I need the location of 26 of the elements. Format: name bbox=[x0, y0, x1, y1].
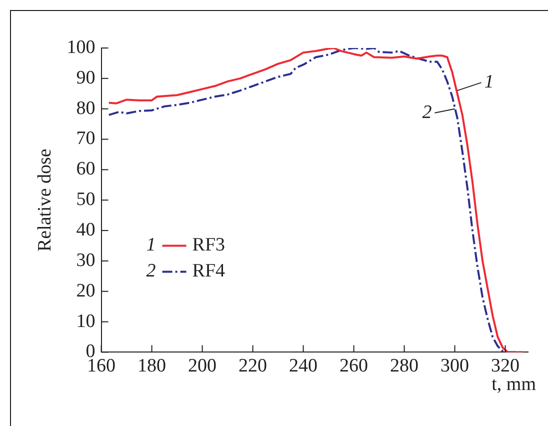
x-tick-label: 240 bbox=[289, 356, 318, 377]
x-tick-label: 220 bbox=[238, 356, 268, 377]
y-tick-label: 90 bbox=[76, 67, 96, 88]
x-axis-title: t, mm bbox=[492, 374, 536, 396]
x-tick-label: 200 bbox=[188, 356, 217, 377]
legend-label: RF4 bbox=[192, 260, 226, 282]
x-tick-label: 260 bbox=[340, 356, 368, 377]
x-tick-label: 300 bbox=[440, 356, 470, 377]
legend-label: RF3 bbox=[192, 234, 226, 256]
y-tick-label: 50 bbox=[76, 189, 96, 210]
text: 1 bbox=[146, 234, 156, 256]
y-tick-label: 10 bbox=[76, 310, 96, 332]
y-tick-label: 70 bbox=[76, 128, 96, 150]
y-tick-label: 60 bbox=[76, 158, 96, 180]
y-tick-label: 20 bbox=[76, 280, 96, 302]
text: 2 bbox=[146, 260, 156, 282]
y-axis-title: Relative dose bbox=[34, 148, 56, 252]
x-tick-label: 320 bbox=[491, 356, 520, 377]
y-tick-label: 40 bbox=[76, 220, 96, 241]
annotation: 2 bbox=[422, 102, 432, 123]
x-tick-label: 180 bbox=[138, 356, 166, 377]
x-tick-label: 280 bbox=[390, 356, 419, 377]
y-tick-label: 100 bbox=[66, 36, 96, 58]
annotation: 1 bbox=[484, 72, 494, 93]
y-tick-label: 30 bbox=[76, 250, 96, 271]
y-tick-label: 80 bbox=[76, 98, 96, 119]
